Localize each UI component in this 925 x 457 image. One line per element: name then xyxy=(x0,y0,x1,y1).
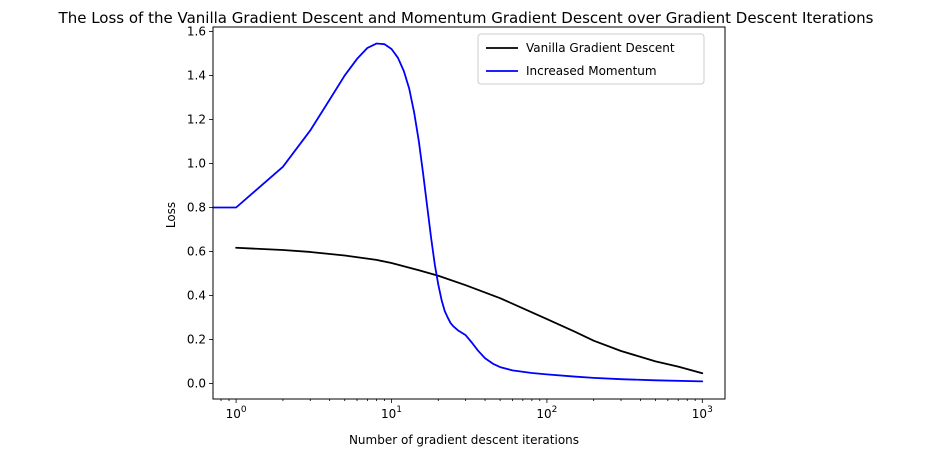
x-tick-label: 101 xyxy=(381,405,402,421)
legend: Vanilla Gradient Descent Increased Momen… xyxy=(477,33,705,85)
x-tick-label: 102 xyxy=(536,405,557,421)
legend-label-momentum: Increased Momentum xyxy=(526,64,657,78)
y-tick-label: 1.6 xyxy=(187,24,206,38)
chart-title: The Loss of the Vanilla Gradient Descent… xyxy=(58,9,874,27)
y-axis-label: Loss xyxy=(164,202,178,228)
y-tick-label: 1.4 xyxy=(187,68,206,82)
y-axis: 0.0 0.2 0.4 0.6 0.8 1.0 1.2 1.4 1.6 xyxy=(187,24,213,391)
y-tick-label: 0.8 xyxy=(187,200,206,214)
series-line-momentum xyxy=(212,42,704,383)
x-tick-label: 100 xyxy=(226,405,247,421)
legend-label-vanilla: Vanilla Gradient Descent xyxy=(526,41,675,55)
y-tick-label: 0.0 xyxy=(187,377,206,391)
y-tick-label: 0.2 xyxy=(187,333,206,347)
y-tick-label: 0.4 xyxy=(187,289,206,303)
x-tick-label: 103 xyxy=(692,405,713,421)
x-axis: 100 101 102 103 xyxy=(220,399,713,421)
y-tick-label: 1.0 xyxy=(187,156,206,170)
series-line-vanilla xyxy=(235,246,704,375)
y-tick-label: 0.6 xyxy=(187,245,206,259)
x-axis-label: Number of gradient descent iterations xyxy=(349,433,579,447)
legend-box xyxy=(477,33,705,85)
y-tick-label: 1.2 xyxy=(187,112,206,126)
plot-area xyxy=(212,42,704,383)
plot-frame xyxy=(212,26,726,400)
